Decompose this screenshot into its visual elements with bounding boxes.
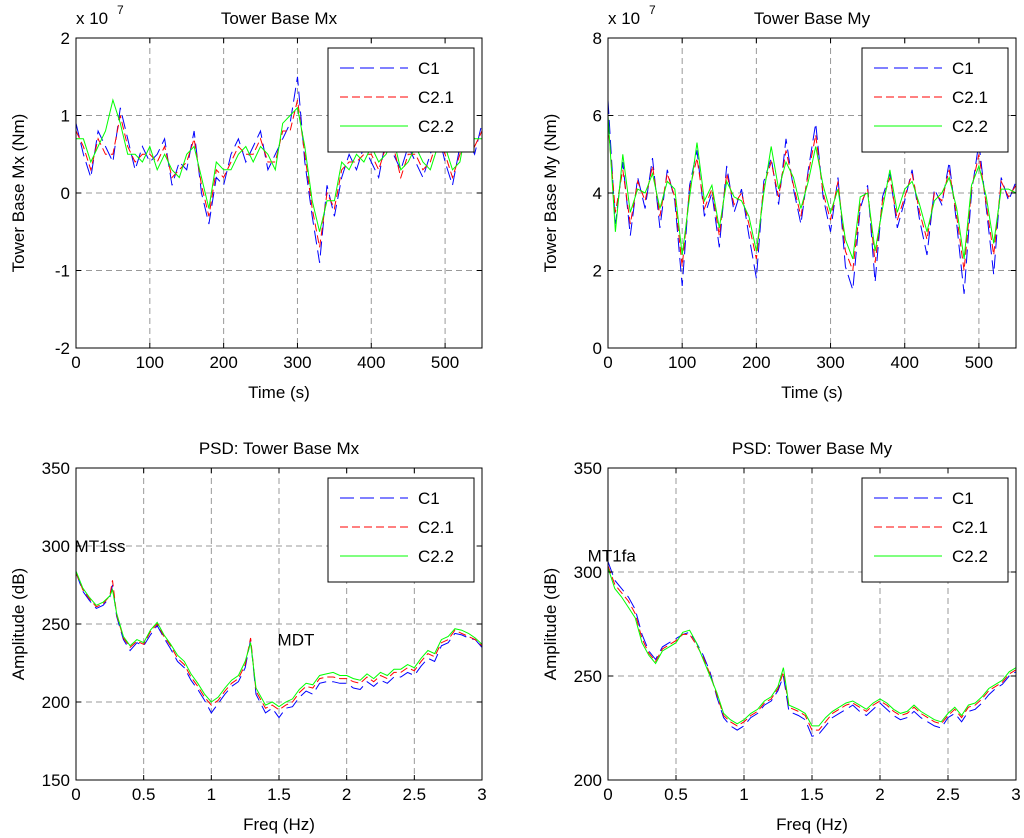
y-tick-label: 1 [61, 107, 70, 126]
legend-label: C2.1 [418, 518, 454, 537]
y-tick-label: 6 [593, 107, 602, 126]
x-tick-label: 300 [283, 353, 311, 372]
series-line-C1 [608, 561, 1016, 737]
mx-psd-chart: 0 0.5 1 1.5 2 2.5 3 150 200 250 300 350 PSD: Tower B… [9, 439, 487, 834]
legend-label: C2.1 [952, 518, 988, 537]
series-line-C2-1 [608, 565, 1016, 731]
x-tick-label: 1.5 [267, 785, 291, 804]
x-axis-label: Time (s) [248, 383, 310, 402]
legend-box [861, 477, 1009, 583]
legend-label: C1 [418, 59, 440, 78]
y-tick-label: 0 [61, 184, 70, 203]
annotation-label: MDT [278, 631, 315, 650]
legend: C1 C2.1 C2.2 [327, 477, 475, 583]
series-line-C1 [608, 99, 1016, 294]
y-tick-label: 300 [42, 537, 70, 556]
x-tick-label: 300 [816, 353, 844, 372]
x-axis-label: Freq (Hz) [776, 815, 848, 834]
legend: C1 C2.1 C2.2 [327, 47, 475, 153]
y-axis-label: Tower Base My (Nm) [541, 114, 560, 273]
series-line-C2-1 [608, 123, 1016, 271]
y-tick-label: 350 [574, 459, 602, 478]
x-tick-label: 0 [603, 353, 612, 372]
legend-box [861, 47, 1009, 153]
y-tick-label: 2 [593, 262, 602, 281]
x-tick-label: 2.5 [936, 785, 960, 804]
series-line-C2-2 [608, 115, 1016, 260]
x-tick-label: 100 [668, 353, 696, 372]
exponent-label: x 10 [76, 9, 108, 28]
series-line-C1 [76, 572, 482, 719]
x-tick-label: 400 [357, 353, 385, 372]
y-axis-label: Tower Base Mx (Nm) [9, 114, 28, 273]
exponent-label: x 10 [608, 9, 640, 28]
my-psd-chart: 0 0.5 1 1.5 2 2.5 3 200 250 300 350 PSD: Tower Base… [541, 439, 1021, 834]
x-tick-label: 200 [742, 353, 770, 372]
legend-label: C1 [418, 489, 440, 508]
legend-label: C2.1 [418, 88, 454, 107]
x-tick-label: 3 [477, 785, 486, 804]
legend-label: C2.2 [952, 547, 988, 566]
chart-title: Tower Base Mx [221, 9, 338, 28]
x-tick-label: 400 [891, 353, 919, 372]
y-tick-label: 250 [42, 615, 70, 634]
x-tick-label: 3 [1011, 785, 1020, 804]
y-tick-label: 8 [593, 29, 602, 48]
y-tick-label: -2 [55, 339, 70, 358]
legend-box [327, 477, 475, 583]
legend-label: C2.2 [418, 117, 454, 136]
exponent-power: 7 [117, 3, 124, 17]
legend-box [327, 47, 475, 153]
exponent-power: 7 [649, 3, 656, 17]
x-tick-label: 1.5 [800, 785, 824, 804]
chart-title: PSD: Tower Base My [732, 439, 893, 458]
y-axis-label: Amplitude (dB) [541, 568, 560, 680]
x-tick-label: 200 [209, 353, 237, 372]
x-axis-label: Freq (Hz) [243, 815, 315, 834]
y-tick-label: 200 [574, 771, 602, 790]
legend: C1 C2.1 C2.2 [861, 477, 1009, 583]
y-tick-label: 2 [61, 29, 70, 48]
x-tick-label: 100 [136, 353, 164, 372]
legend-label: C2.2 [418, 547, 454, 566]
chart-title: PSD: Tower Base Mx [199, 439, 360, 458]
chart-title: Tower Base My [754, 9, 871, 28]
annotation-label: MT1fa [588, 546, 637, 565]
my-time-chart: 0 100 200 300 400 500 0 2 4 6 8 Tower Base My Time (… [541, 3, 1017, 402]
legend-label: C2.2 [952, 117, 988, 136]
x-tick-label: 500 [965, 353, 993, 372]
y-tick-label: 350 [42, 459, 70, 478]
y-tick-label: -1 [55, 262, 70, 281]
x-tick-label: 0 [603, 785, 612, 804]
legend: C1 C2.1 C2.2 [861, 47, 1009, 153]
x-tick-label: 1 [739, 785, 748, 804]
x-tick-label: 0 [71, 353, 80, 372]
x-tick-label: 0.5 [664, 785, 688, 804]
x-tick-label: 2.5 [403, 785, 427, 804]
legend-label: C1 [952, 59, 974, 78]
x-tick-label: 500 [431, 353, 459, 372]
y-tick-label: 0 [593, 339, 602, 358]
x-tick-label: 1 [207, 785, 216, 804]
y-axis-label: Amplitude (dB) [9, 568, 28, 680]
series-line-C2-2 [608, 567, 1016, 727]
x-tick-label: 2 [875, 785, 884, 804]
y-tick-label: 250 [574, 667, 602, 686]
series-line-C2-2 [76, 570, 482, 708]
y-tick-label: 300 [574, 563, 602, 582]
series-line-C2-1 [76, 572, 482, 711]
annotation-label: MT1ss [75, 537, 126, 556]
x-tick-label: 0.5 [132, 785, 156, 804]
y-tick-label: 4 [593, 184, 602, 203]
x-tick-label: 2 [342, 785, 351, 804]
mx-time-chart: 0 100 200 300 400 500 -2 -1 0 1 2 Tower Base Mx Time… [9, 3, 483, 402]
y-tick-label: 150 [42, 771, 70, 790]
x-axis-label: Time (s) [781, 383, 843, 402]
legend-label: C2.1 [952, 88, 988, 107]
y-tick-label: 200 [42, 693, 70, 712]
legend-label: C1 [952, 489, 974, 508]
x-tick-label: 0 [71, 785, 80, 804]
